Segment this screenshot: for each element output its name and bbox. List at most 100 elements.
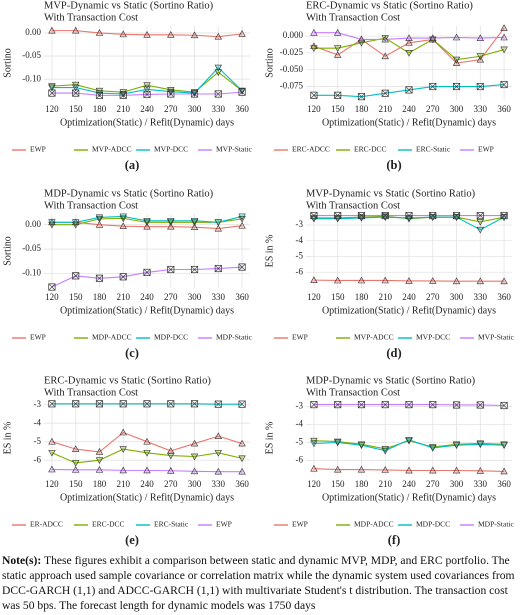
marker <box>214 467 223 475</box>
chart-title: ERC-Dynamic vs Static (Sortino Ratio) <box>44 375 211 386</box>
marker-cross <box>453 212 460 219</box>
marker <box>119 446 127 453</box>
x-tick-label: 120 <box>45 104 59 114</box>
y-tick-label: -4 <box>296 235 304 245</box>
marker <box>214 90 222 98</box>
marker <box>72 89 80 97</box>
marker <box>357 35 366 43</box>
x-tick-label: 330 <box>474 292 488 302</box>
marker <box>190 439 199 447</box>
x-tick-label: 150 <box>69 479 83 489</box>
marker <box>333 438 342 446</box>
marker-box <box>48 400 56 408</box>
marker <box>238 221 246 229</box>
x-tick-label: 210 <box>116 479 130 489</box>
x-tick-label: 120 <box>307 292 321 302</box>
marker-cross <box>238 400 246 408</box>
marker <box>429 444 437 451</box>
marker-box <box>310 401 318 409</box>
marker <box>452 212 461 220</box>
marker-cross <box>310 91 318 99</box>
marker <box>429 82 437 91</box>
marker <box>214 400 222 408</box>
marker <box>143 217 151 225</box>
x-tick-label: 240 <box>140 104 154 114</box>
panel-label: (a) <box>125 158 140 172</box>
marker-cross <box>191 266 198 273</box>
marker-cross <box>500 402 508 409</box>
marker <box>405 34 413 41</box>
x-axis-title: Optimization(Static) / Refit(Dynamic) da… <box>322 305 496 316</box>
x-axis-title: Optimization(Static) / Refit(Dynamic) da… <box>60 117 234 128</box>
legend-label: MDP-Static <box>216 333 253 342</box>
marker-box <box>500 401 508 410</box>
marker-box <box>238 263 246 271</box>
chart-subtitle: With Transaction Cost <box>306 12 400 23</box>
marker <box>476 277 485 285</box>
marker <box>310 464 318 472</box>
series-line <box>51 468 243 473</box>
marker-box <box>119 91 127 99</box>
x-tick-label: 330 <box>212 104 226 114</box>
marker <box>119 428 127 436</box>
marker-cross <box>358 401 365 409</box>
marker-cross <box>381 89 389 97</box>
marker-box <box>167 265 175 274</box>
legend-label: MVP-DCC <box>154 145 188 154</box>
marker <box>119 400 127 408</box>
marker <box>500 277 508 285</box>
x-tick-label: 150 <box>331 479 345 489</box>
marker <box>405 212 413 220</box>
y-tick-label: -0.10 <box>22 267 41 277</box>
marker <box>357 442 366 450</box>
marker <box>405 50 413 57</box>
marker <box>214 32 223 40</box>
legend-label: MDP-ADCC <box>92 333 132 342</box>
series-line <box>313 37 505 61</box>
marker-box <box>310 212 318 220</box>
marker-cross <box>405 86 413 94</box>
marker <box>476 34 485 41</box>
x-tick-label: 300 <box>450 479 464 489</box>
chart-subtitle: With Transaction Cost <box>44 200 138 211</box>
x-tick-label: 360 <box>235 292 249 302</box>
marker <box>429 277 437 284</box>
marker <box>381 466 389 473</box>
marker-cross <box>310 212 318 219</box>
x-tick-label: 180 <box>355 479 369 489</box>
marker-cross <box>476 212 484 219</box>
marker <box>334 212 342 220</box>
marker <box>71 445 80 452</box>
marker <box>95 400 104 408</box>
marker-cross <box>334 91 342 99</box>
marker-cross <box>358 212 365 219</box>
marker <box>48 465 56 473</box>
series-line <box>51 215 243 223</box>
marker <box>119 91 127 98</box>
marker <box>119 466 127 474</box>
marker-box <box>214 90 222 98</box>
marker-box <box>119 400 127 408</box>
marker <box>500 46 508 54</box>
chart-title: MDP-Dynamic vs Static (Sortino Ratio) <box>306 375 476 386</box>
x-tick-label: 150 <box>331 104 345 114</box>
x-axis-title: Optimization(Static) / Refit(Dynamic) da… <box>60 492 234 503</box>
marker-box <box>143 268 151 276</box>
marker <box>334 91 342 99</box>
legend-label: MVP-ADCC <box>354 333 394 342</box>
y-tick-label: -0.10 <box>22 73 41 83</box>
legend-label: EWP <box>30 145 46 154</box>
marker <box>167 217 175 225</box>
marker <box>119 213 127 221</box>
x-tick-label: 120 <box>45 479 59 489</box>
legend-label: MDP-Static <box>478 520 515 529</box>
marker-cross <box>334 401 342 409</box>
marker <box>167 265 175 274</box>
x-tick-label: 150 <box>69 292 83 302</box>
marker-box <box>381 89 389 97</box>
x-tick-label: 240 <box>402 479 416 489</box>
chart-title: MVP-Dynamic vs Static (Sortino Ratio) <box>306 188 476 199</box>
marker <box>143 449 151 457</box>
marker-cross <box>72 272 80 280</box>
legend-label: MDP-DCC <box>154 333 188 342</box>
